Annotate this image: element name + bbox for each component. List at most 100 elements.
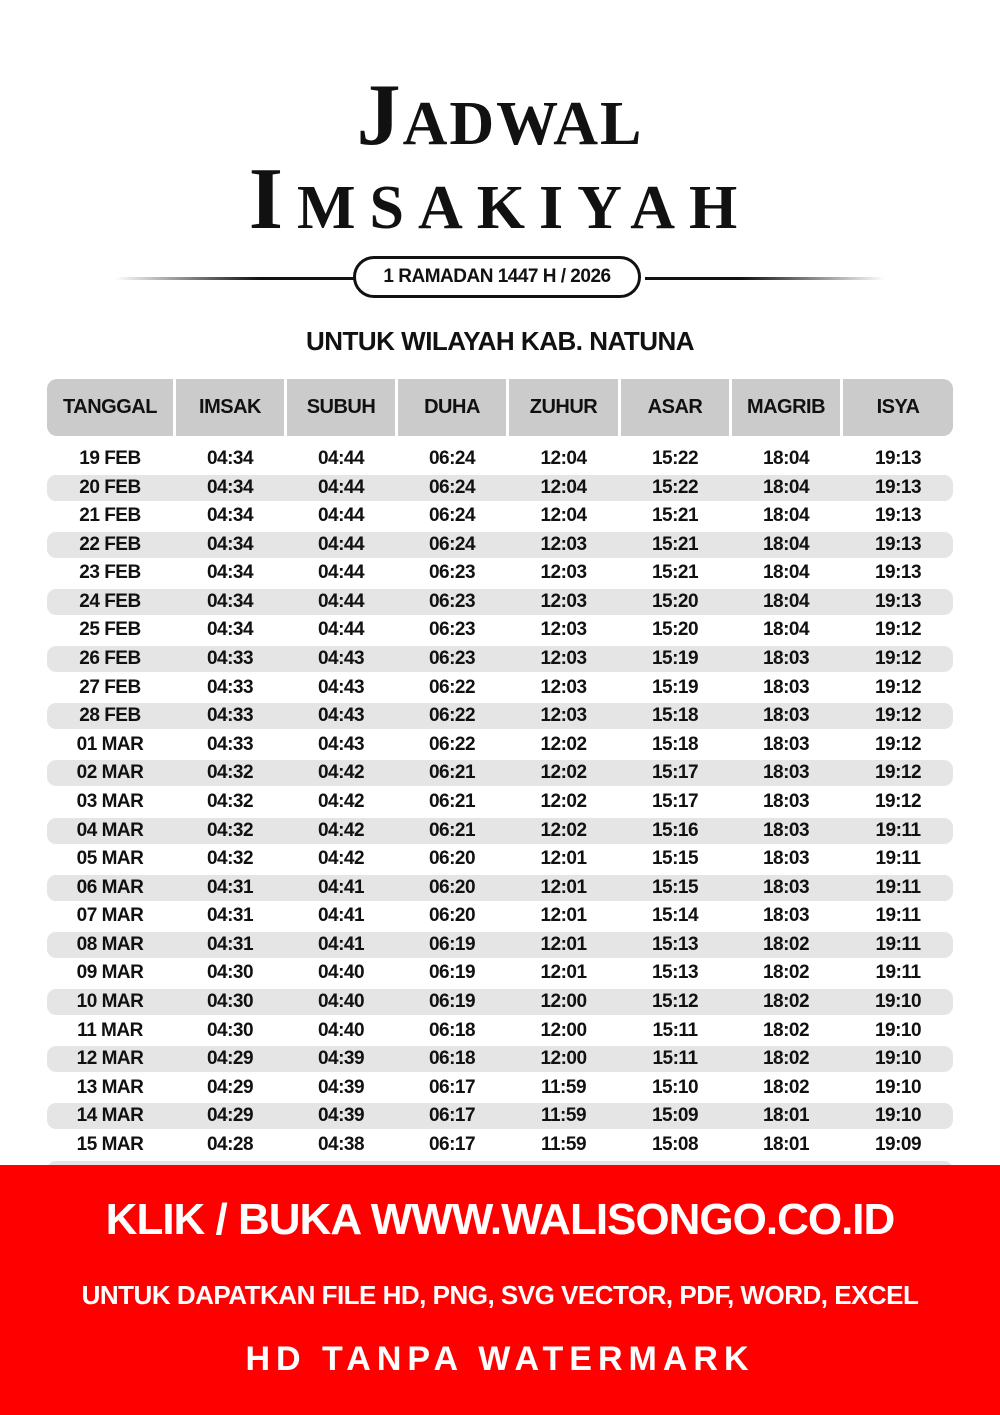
- cell-subuh: 04:40: [287, 989, 395, 1015]
- cell-isya: 19:10: [843, 989, 953, 1015]
- cell-zuhur: 12:02: [509, 732, 618, 758]
- cell-isya: 19:12: [843, 760, 953, 786]
- cell-duha: 06:18: [398, 1018, 506, 1044]
- cell-value: 04:29: [206, 1048, 254, 1070]
- cell-value: 15:13: [651, 962, 699, 984]
- cell-value: 06:20: [428, 876, 476, 898]
- cell-tanggal: 26 FEB: [47, 646, 173, 672]
- cell-subuh: 04:44: [287, 560, 395, 586]
- cell-imsak: 04:30: [176, 960, 284, 986]
- column-header-label: IMSAK: [199, 396, 261, 418]
- cell-value: 19:10: [874, 1105, 922, 1127]
- cell-imsak: 04:34: [176, 532, 284, 558]
- cell-tanggal: 20 FEB: [47, 475, 173, 501]
- cell-zuhur: 12:00: [509, 1046, 618, 1072]
- table-row: 24 FEB 04:34 04:44 06:23 12:03 15:20 18:04 19:1…: [47, 588, 953, 615]
- cell-value: 04:44: [317, 505, 365, 527]
- cell-magrib: 18:01: [732, 1103, 840, 1129]
- promo-banner[interactable]: KLIK / BUKA WWW.WALISONGO.CO.ID UNTUK DA…: [0, 1165, 1000, 1415]
- cell-value: 15:14: [651, 905, 699, 927]
- cell-value: 18:02: [762, 1048, 810, 1070]
- cell-imsak: 04:28: [176, 1132, 284, 1158]
- cell-subuh: 04:43: [287, 646, 395, 672]
- cell-value: 15:19: [651, 648, 699, 670]
- cell-duha: 06:17: [398, 1103, 506, 1129]
- cell-tanggal: 15 MAR: [47, 1132, 173, 1158]
- cell-isya: 19:13: [843, 446, 953, 472]
- cell-magrib: 18:02: [732, 1046, 840, 1072]
- cell-tanggal: 08 MAR: [47, 932, 173, 958]
- cell-value: 18:04: [762, 562, 810, 584]
- cell-duha: 06:23: [398, 560, 506, 586]
- cell-isya: 19:10: [843, 1103, 953, 1129]
- cell-value: 21 FEB: [79, 505, 141, 527]
- cell-tanggal: 13 MAR: [47, 1075, 173, 1101]
- cell-tanggal: 27 FEB: [47, 675, 173, 701]
- cell-magrib: 18:03: [732, 875, 840, 901]
- cell-asar: 15:21: [621, 560, 729, 586]
- cell-magrib: 18:04: [732, 617, 840, 643]
- cell-value: 04:34: [206, 562, 254, 584]
- cell-imsak: 04:34: [176, 503, 284, 529]
- cell-duha: 06:17: [398, 1075, 506, 1101]
- cell-value: 18:01: [762, 1105, 810, 1127]
- cell-imsak: 04:32: [176, 760, 284, 786]
- cell-isya: 19:11: [843, 903, 953, 929]
- cell-tanggal: 22 FEB: [47, 532, 173, 558]
- cell-value: 04:41: [317, 933, 365, 955]
- cell-subuh: 04:39: [287, 1046, 395, 1072]
- cell-value: 12:02: [540, 762, 587, 784]
- cell-value: 04:34: [206, 448, 254, 469]
- cell-asar: 15:17: [621, 760, 729, 786]
- cell-value: 04:39: [317, 1105, 365, 1127]
- cell-value: 28 FEB: [79, 705, 141, 727]
- cell-value: 04:42: [317, 790, 365, 812]
- cell-zuhur: 12:02: [509, 760, 618, 786]
- cell-value: 04:29: [206, 1105, 254, 1127]
- cell-asar: 15:20: [621, 589, 729, 615]
- cell-duha: 06:21: [398, 760, 506, 786]
- cell-duha: 06:23: [398, 617, 506, 643]
- cell-value: 15 MAR: [76, 1133, 144, 1155]
- cell-value: 04:33: [206, 733, 254, 755]
- table-row: 25 FEB 04:34 04:44 06:23 12:03 15:20 18:04 19:1…: [47, 617, 953, 643]
- cell-value: 15:17: [651, 762, 699, 784]
- cell-magrib: 18:02: [732, 1018, 840, 1044]
- cell-value: 01 MAR: [76, 733, 144, 755]
- cell-value: 06:22: [428, 676, 476, 698]
- cell-duha: 06:23: [398, 589, 506, 615]
- table-row: 27 FEB 04:33 04:43 06:22 12:03 15:19 18:03 19:1…: [47, 675, 953, 701]
- cell-subuh: 04:44: [287, 532, 395, 558]
- cell-magrib: 18:03: [732, 646, 840, 672]
- cell-isya: 19:13: [843, 532, 953, 558]
- cell-value: 23 FEB: [79, 562, 141, 584]
- cell-value: 22 FEB: [79, 533, 141, 555]
- cell-value: 04:32: [206, 762, 254, 784]
- cell-value: 12:00: [540, 1019, 587, 1041]
- cell-zuhur: 12:03: [509, 646, 618, 672]
- cell-zuhur: 12:03: [509, 589, 618, 615]
- column-header-label: ASAR: [647, 396, 703, 418]
- table-row: 11 MAR 04:30 04:40 06:18 12:00 15:11 18:02 19:1…: [47, 1018, 953, 1044]
- title-imsakiyah: IMSAKIYAH: [248, 151, 752, 248]
- cell-value: 19:12: [874, 619, 922, 641]
- cell-value: 12:02: [540, 790, 587, 812]
- cell-asar: 15:13: [621, 932, 729, 958]
- cell-value: 19:11: [875, 962, 921, 984]
- cell-value: 04:44: [317, 476, 365, 498]
- cell-value: 04:44: [317, 619, 365, 641]
- cell-value: 04:42: [317, 819, 365, 841]
- cell-value: 10 MAR: [76, 991, 144, 1013]
- column-header-subuh: SUBUH: [287, 379, 395, 436]
- cell-tanggal: 01 MAR: [47, 732, 173, 758]
- cell-asar: 15:21: [621, 503, 729, 529]
- cell-zuhur: 12:03: [509, 532, 618, 558]
- cell-value: 15:18: [651, 705, 699, 727]
- cell-value: 11:59: [540, 1105, 587, 1127]
- cell-imsak: 04:31: [176, 903, 284, 929]
- table-row: 03 MAR 04:32 04:42 06:21 12:02 15:17 18:03 19:1…: [47, 789, 953, 815]
- cell-value: 12:03: [540, 705, 587, 727]
- cell-zuhur: 12:04: [509, 503, 618, 529]
- column-header-asar: ASAR: [621, 379, 729, 436]
- cell-imsak: 04:32: [176, 818, 284, 844]
